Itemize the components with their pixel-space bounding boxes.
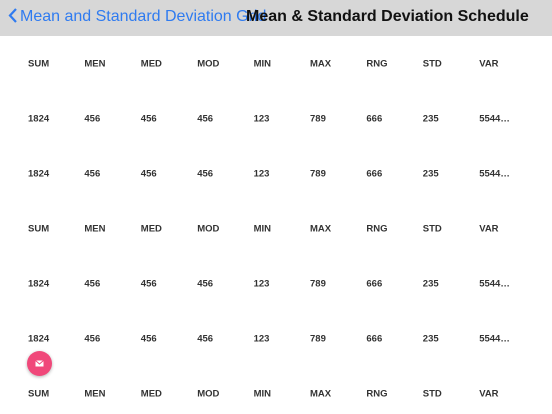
table-cell: SUM bbox=[28, 58, 50, 70]
table-cell: 5544… bbox=[479, 278, 510, 290]
table-cell: 456 bbox=[84, 278, 101, 290]
table-cell: 456 bbox=[197, 168, 214, 180]
mail-icon bbox=[35, 360, 44, 367]
table-cell: MEN bbox=[84, 58, 106, 70]
table-cell: 123 bbox=[253, 113, 270, 125]
table-cell: 789 bbox=[310, 278, 326, 290]
table-cell: 789 bbox=[310, 168, 326, 180]
table-cell: 123 bbox=[253, 278, 270, 290]
table-cell: SUM bbox=[28, 388, 50, 400]
nav-title: Mean & Standard Deviation Schedule bbox=[246, 8, 529, 25]
table-cell: MIN bbox=[253, 388, 272, 400]
table-cell: 1824 bbox=[28, 333, 50, 345]
table-cell: 666 bbox=[366, 333, 383, 345]
table-cell: MEN bbox=[84, 388, 106, 400]
chevron bbox=[8, 8, 17, 23]
table-cell: VAR bbox=[479, 58, 499, 70]
mail-button[interactable] bbox=[27, 351, 52, 376]
table-cell: 789 bbox=[310, 113, 326, 125]
table-cell: MAX bbox=[310, 58, 332, 70]
table-cell: RNG bbox=[366, 388, 388, 400]
table-cell: 456 bbox=[197, 113, 214, 125]
table-cell: 456 bbox=[140, 113, 157, 125]
table-cell: 5544… bbox=[479, 168, 510, 180]
table-cell: MOD bbox=[197, 388, 220, 400]
table-cell: SUM bbox=[28, 223, 50, 235]
table-cell: 456 bbox=[197, 333, 214, 345]
table-cell: MEN bbox=[84, 223, 106, 235]
table-cell: 666 bbox=[366, 113, 383, 125]
table-cell: STD bbox=[422, 58, 442, 70]
table-cell: 456 bbox=[84, 113, 101, 125]
table-cell: 235 bbox=[422, 168, 439, 180]
table-cell: 235 bbox=[422, 113, 439, 125]
table-cell: 456 bbox=[197, 278, 214, 290]
table-cell: MAX bbox=[310, 223, 332, 235]
table-cell: MAX bbox=[310, 388, 332, 400]
table-cell: 456 bbox=[84, 333, 101, 345]
table-cell: MED bbox=[140, 223, 162, 235]
table-cell: 1824 bbox=[28, 278, 50, 290]
table-cell: MIN bbox=[253, 58, 272, 70]
table-cell: MOD bbox=[197, 223, 220, 235]
table-cell: 456 bbox=[84, 168, 101, 180]
table-cell: MED bbox=[140, 58, 162, 70]
table-cell: 666 bbox=[366, 168, 383, 180]
table-cell: 456 bbox=[140, 278, 157, 290]
table-cell: MED bbox=[140, 388, 162, 400]
table-cell: 123 bbox=[253, 168, 270, 180]
table-cell: MIN bbox=[253, 223, 272, 235]
table-cell: RNG bbox=[366, 58, 388, 70]
table-cell: 789 bbox=[310, 333, 326, 345]
table-cell: 5544… bbox=[479, 333, 510, 345]
table-cell: 5544… bbox=[479, 113, 510, 125]
nav-bar: Mean and Standard Deviation Grid Mean & … bbox=[0, 0, 552, 36]
table-cell: VAR bbox=[479, 223, 499, 235]
table-cell: 235 bbox=[422, 278, 439, 290]
table-cell: 1824 bbox=[28, 168, 50, 180]
table-cell: MOD bbox=[197, 58, 220, 70]
table-cell: 235 bbox=[422, 333, 439, 345]
table-cell: STD bbox=[422, 388, 442, 400]
back-label[interactable]: Mean and Standard Deviation Grid bbox=[20, 8, 267, 25]
table-cell: 666 bbox=[366, 278, 383, 290]
back-button[interactable]: Mean and Standard Deviation Grid bbox=[8, 8, 266, 26]
table-cell: 456 bbox=[140, 333, 157, 345]
table-cell: 123 bbox=[253, 333, 270, 345]
table-cell: VAR bbox=[479, 388, 499, 400]
table-cell: RNG bbox=[366, 223, 388, 235]
table-cell: 456 bbox=[140, 168, 157, 180]
table-cell: 1824 bbox=[28, 113, 50, 125]
table-cell: STD bbox=[422, 223, 442, 235]
